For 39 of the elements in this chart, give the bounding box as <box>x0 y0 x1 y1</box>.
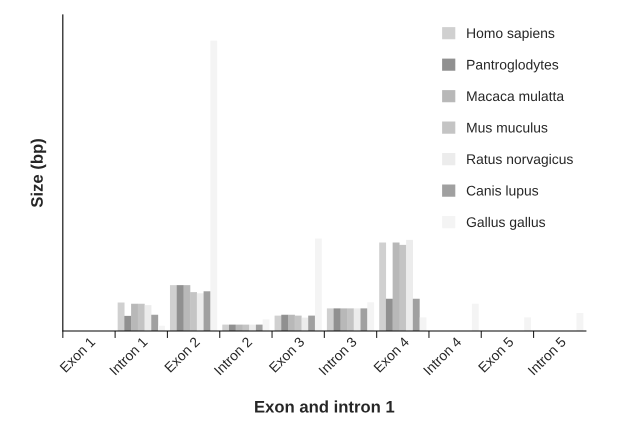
legend-label: Homo sapiens <box>467 28 554 41</box>
bar <box>281 314 288 332</box>
bar <box>176 285 184 332</box>
bar <box>301 318 308 332</box>
bar <box>334 308 340 332</box>
legend-label: Pantroglodytes <box>467 59 558 72</box>
bar <box>204 291 210 332</box>
bar <box>354 308 361 332</box>
bar <box>524 317 532 332</box>
bar <box>124 316 132 332</box>
bar <box>412 298 420 332</box>
bar <box>196 293 204 332</box>
y-axis-title: Size (bp) <box>30 139 46 208</box>
bar <box>406 240 413 332</box>
bar <box>576 312 584 332</box>
legend-label: Canis lupus <box>466 185 538 198</box>
bar <box>420 317 426 332</box>
bar <box>386 298 393 332</box>
legend-label: Gallus gallus <box>466 216 546 230</box>
x-axis-title: Exon and intron 1 <box>255 400 394 413</box>
bar <box>210 40 218 332</box>
bar <box>326 308 334 332</box>
bar <box>249 324 256 332</box>
bar <box>314 238 322 332</box>
bar <box>367 302 374 332</box>
legend-label: Mus muculus <box>467 122 548 133</box>
bar <box>262 319 270 332</box>
legend-label: Macaca mulatta <box>467 90 564 102</box>
bar <box>170 285 177 332</box>
bar <box>144 305 152 332</box>
bar <box>360 308 368 332</box>
bar <box>308 316 316 332</box>
bar <box>274 316 282 332</box>
bar <box>158 326 165 332</box>
bar <box>118 302 125 332</box>
bar <box>472 304 479 332</box>
bar <box>151 314 158 332</box>
legend-label: Ratus norvagicus <box>467 154 573 167</box>
bar <box>379 242 386 332</box>
